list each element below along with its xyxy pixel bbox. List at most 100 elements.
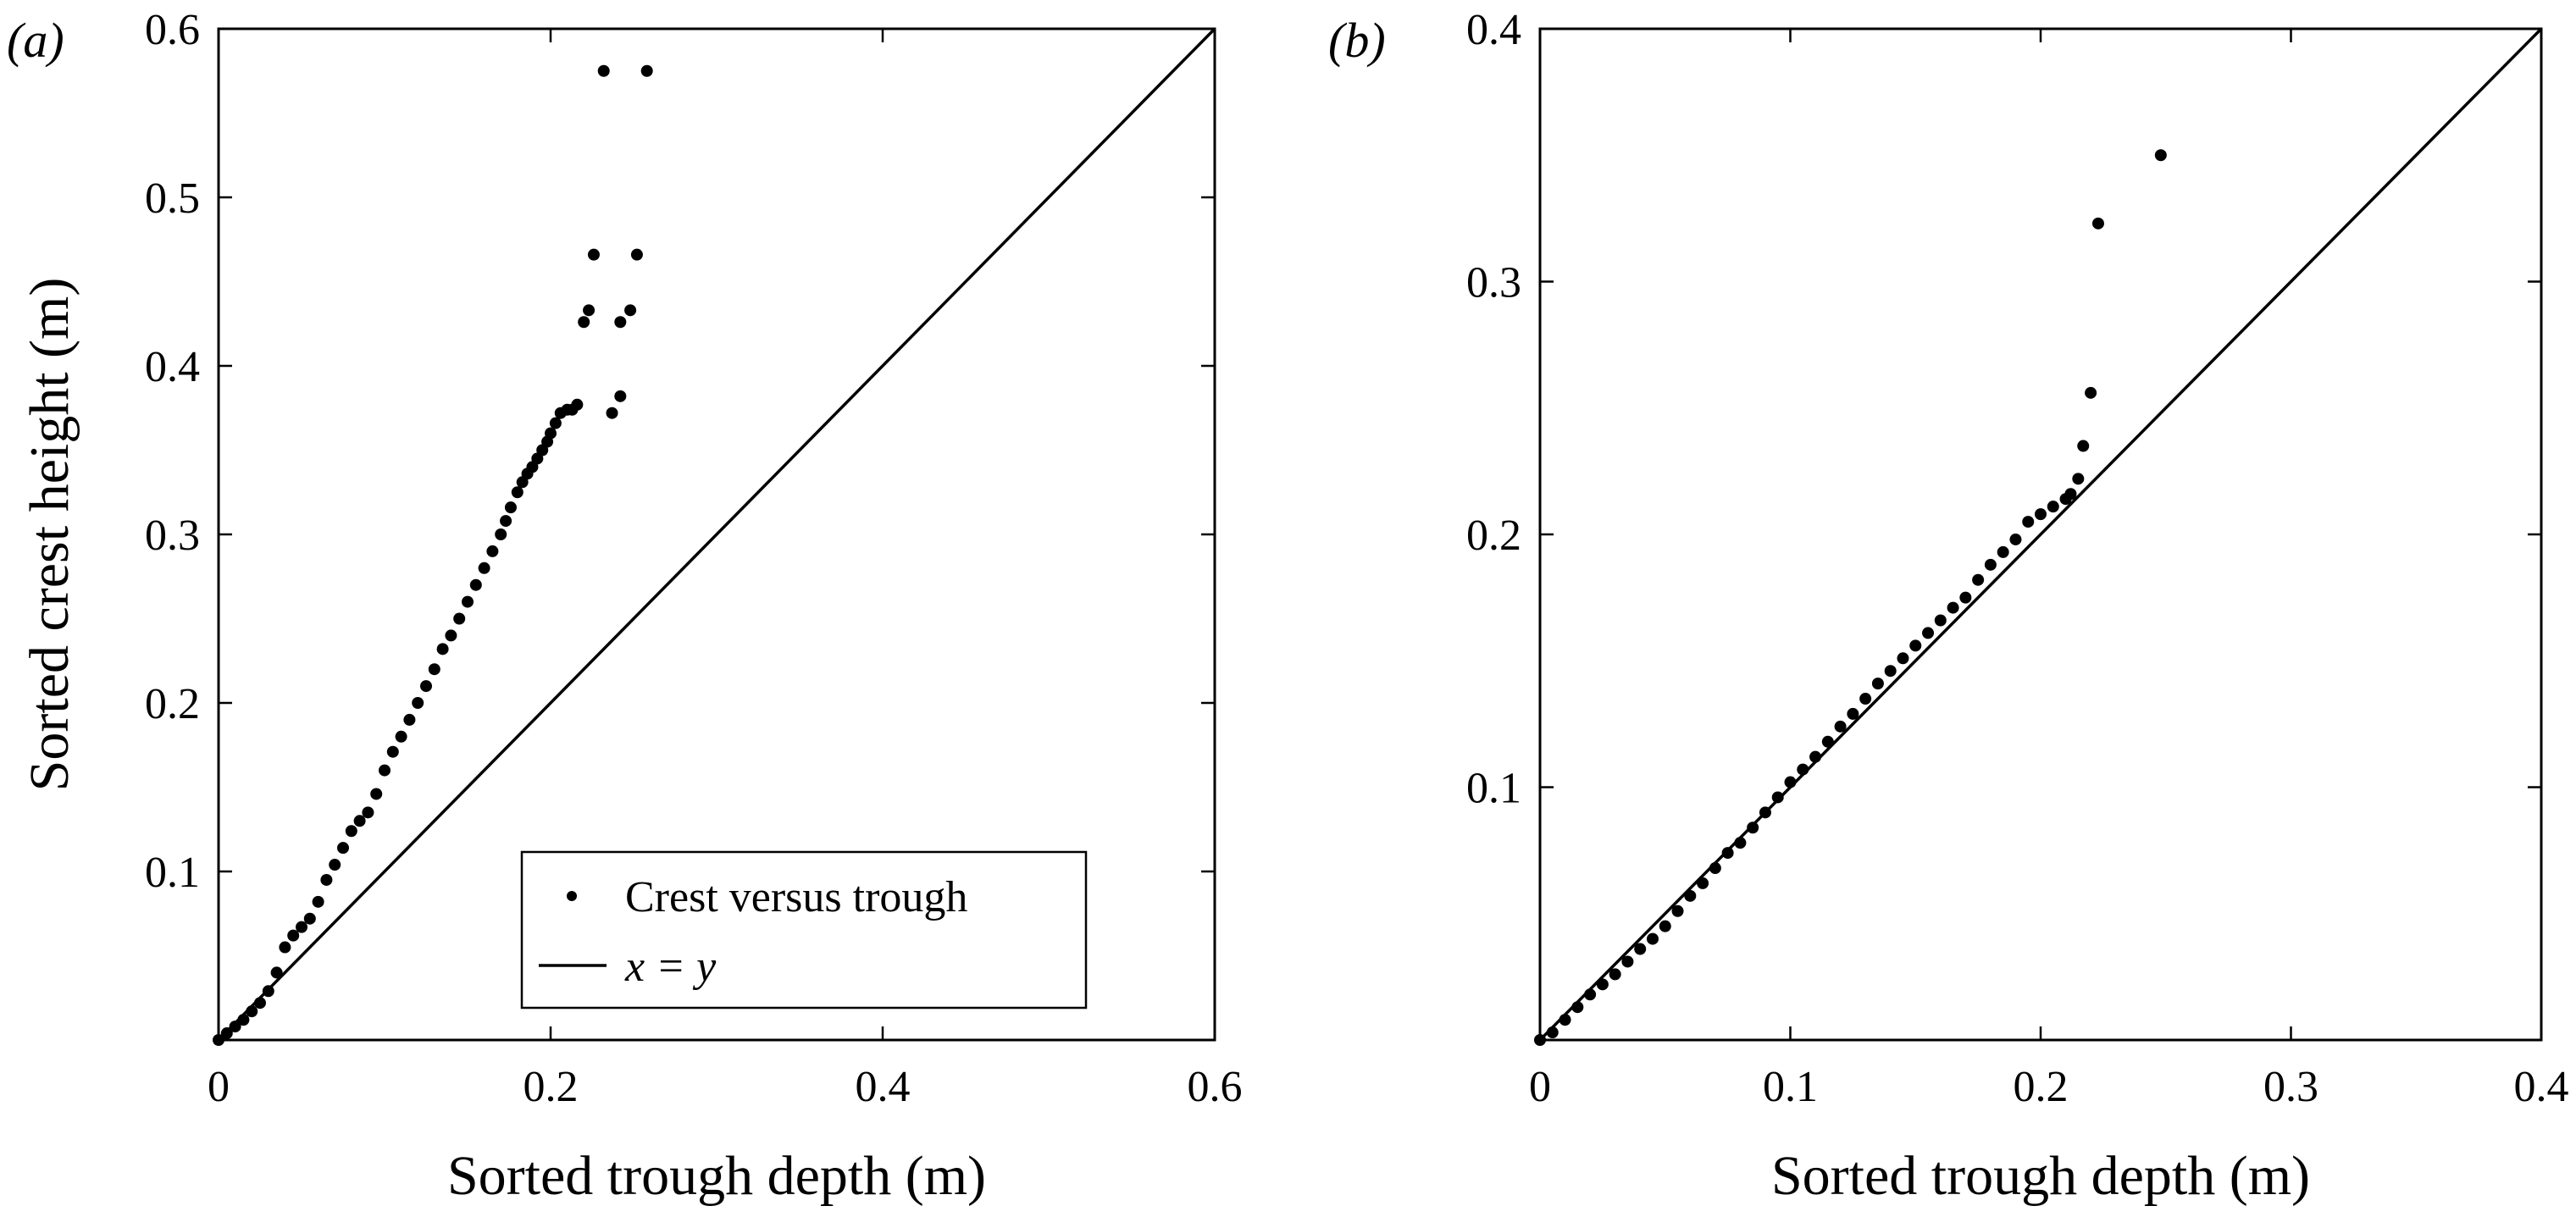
data-point: [587, 248, 600, 261]
data-point: [428, 663, 440, 676]
data-point: [262, 985, 274, 998]
data-point: [1784, 776, 1797, 788]
data-point: [2085, 386, 2097, 399]
data-point: [1859, 693, 1872, 705]
data-point: [2077, 440, 2090, 452]
x-tick-label: 0.2: [524, 1063, 579, 1111]
y-tick-label: 0.4: [145, 343, 200, 391]
data-point: [345, 825, 357, 838]
y-tick-label: 0.6: [145, 6, 200, 54]
panel-label-a: (a): [7, 13, 64, 68]
data-point: [1871, 678, 1884, 690]
legend-label-crest-versus-trough: Crest versus trough: [625, 873, 967, 921]
data-point: [1684, 889, 1697, 902]
data-point: [445, 629, 457, 642]
data-point: [2022, 516, 2035, 528]
data-point: [1984, 558, 1997, 571]
panel-label-b: (b): [1328, 13, 1386, 68]
data-point: [495, 528, 507, 540]
panel-a: (a) 0 0.2 0.4 0.6 0.1 0.2 0.3 0.4 0.5 0.6 Sorted…: [7, 6, 1243, 1207]
data-point: [2091, 217, 2104, 230]
data-point: [1759, 806, 1771, 819]
data-point: [1534, 1034, 1546, 1046]
data-point: [2072, 473, 2085, 485]
y-tick-label: 0.5: [145, 174, 200, 223]
data-point: [1747, 821, 1759, 834]
data-point: [1609, 968, 1621, 981]
data-point: [1697, 877, 1709, 889]
data-point: [1821, 735, 1834, 748]
data-point: [213, 1034, 224, 1046]
data-point: [1634, 943, 1647, 955]
legend-box: [520, 850, 1088, 1010]
data-point: [312, 895, 324, 908]
data-point: [220, 1027, 233, 1040]
data-point: [640, 64, 653, 77]
x-tick-label: 0.6: [1188, 1063, 1243, 1111]
data-point: [511, 486, 524, 499]
legend-a: Crest versus trough x = y: [520, 850, 1088, 1010]
x-tick-labels-b: 0 0.1 0.2 0.3 0.4: [1529, 1063, 2569, 1111]
data-point: [386, 745, 399, 758]
identity-line-a: [217, 27, 1216, 1042]
x-axis-title-b: Sorted trough depth (m): [1771, 1145, 2310, 1207]
data-point: [303, 912, 316, 925]
panel-b: (b) 0 0.1 0.2 0.3 0.4 0.1 0.2 0.3 0.4 Sorted tr…: [1328, 6, 2569, 1207]
data-point: [1884, 665, 1897, 678]
data-point: [549, 417, 562, 429]
data-point: [395, 730, 407, 743]
data-point: [624, 304, 637, 317]
data-point: [578, 316, 590, 329]
data-point: [486, 545, 499, 557]
y-tick-label: 0.1: [145, 849, 200, 897]
data-point: [412, 697, 424, 709]
y-tick-label: 0.3: [1466, 259, 1521, 307]
y-tick-labels-b: 0.1 0.2 0.3 0.4: [1466, 6, 1521, 813]
data-point: [246, 1005, 258, 1018]
data-point: [1834, 720, 1847, 733]
data-point: [1909, 639, 1922, 652]
data-point: [436, 643, 449, 656]
data-point: [478, 561, 490, 574]
data-point: [504, 501, 517, 514]
data-point: [320, 873, 333, 886]
legend-label-x-equals-y: x = y: [624, 943, 717, 991]
data-point: [1596, 978, 1609, 991]
data-point: [500, 515, 512, 528]
identity-line-b: [1538, 27, 2543, 1042]
data-point: [1721, 847, 1734, 860]
data-point: [583, 304, 596, 317]
data-point: [1621, 955, 1634, 968]
data-point: [1809, 750, 1822, 763]
x-tick-label: 0: [1529, 1063, 1551, 1111]
data-point: [453, 612, 466, 625]
data-point: [1997, 545, 2009, 558]
data-point: [1897, 652, 1909, 665]
tick-marks-a: [217, 27, 1216, 1040]
data-point: [545, 427, 557, 440]
x-tick-label: 0.1: [1763, 1063, 1818, 1111]
data-point: [2064, 488, 2077, 501]
x-tick-label: 0.4: [856, 1063, 911, 1111]
data-point: [237, 1014, 250, 1026]
data-point: [614, 316, 627, 329]
data-point: [1671, 904, 1684, 917]
data-point: [403, 713, 416, 726]
legend-dot-marker: [567, 891, 577, 901]
data-point: [229, 1021, 241, 1033]
data-point: [353, 815, 366, 827]
y-axis-title-a: Sorted crest height (m): [19, 278, 80, 792]
data-point: [420, 680, 432, 693]
data-point: [329, 859, 341, 871]
data-point: [1709, 862, 1721, 875]
data-point: [1959, 591, 1972, 604]
x-tick-label: 0.4: [2514, 1063, 2569, 1111]
data-point: [362, 806, 374, 819]
data-point: [287, 929, 300, 942]
data-point: [2047, 501, 2059, 513]
data-point: [2154, 149, 2167, 162]
data-point: [370, 788, 383, 800]
y-tick-label: 0.2: [145, 680, 200, 728]
data-point: [1646, 932, 1659, 945]
